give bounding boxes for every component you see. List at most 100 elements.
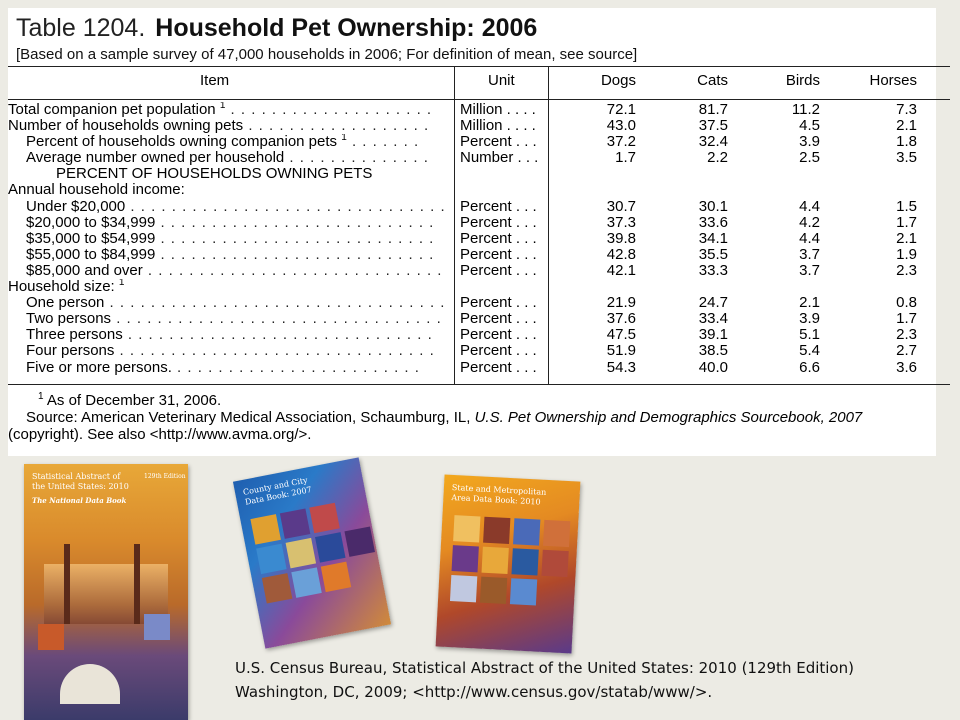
footnote: 1 As of December 31, 2006. <box>38 391 862 410</box>
county-city-data-book-cover: County and City Data Book: 2007 <box>232 457 392 649</box>
column-divider <box>454 66 455 384</box>
cover-tile <box>543 519 571 548</box>
table-row: Five or more persons. . . . . . . . . . … <box>8 358 918 376</box>
row-label-text: Household size: <box>8 279 115 296</box>
cover-tile <box>250 514 281 545</box>
cats-value: 38.5 <box>698 342 728 360</box>
cover-tile <box>144 614 170 640</box>
table-row: Four persons . . . . . . . . . . . . . .… <box>8 343 918 359</box>
leader-dots: . . . . . . . . . . . . . . . . . . . . … <box>111 311 442 328</box>
row-label-text: $55,000 to $84,999 <box>26 246 156 263</box>
horses-value: 3.6 <box>896 358 917 376</box>
row-unit: Number . . . <box>460 150 539 167</box>
birds-value: 6.6 <box>799 358 820 376</box>
horses-value: 2.7 <box>896 342 917 360</box>
row-label: Average number owned per household . . .… <box>26 150 454 166</box>
leader-dots: . . . . . . . <box>346 134 420 151</box>
horses-value: 2.3 <box>896 326 917 344</box>
cover-tile <box>291 567 322 598</box>
row-label-text: Annual household income: <box>8 182 185 199</box>
dogs-value: 47.5 <box>606 326 636 344</box>
horses-value: 0.8 <box>896 294 917 312</box>
cover-tile <box>320 561 352 593</box>
source-note: Source: American Veterinary Medical Asso… <box>26 409 862 426</box>
book1-title: Statistical Abstract of the United State… <box>32 472 129 491</box>
header-horses: Horses <box>869 72 917 89</box>
row-unit: Percent . . . <box>460 295 537 312</box>
cover-tile <box>256 543 287 575</box>
row-unit: Percent . . . <box>460 230 537 247</box>
book1-edition: 129th Edition <box>144 473 186 480</box>
cats-value: 30.1 <box>698 197 728 215</box>
row-footnote-marker: 1 <box>219 102 226 111</box>
cover-tile <box>453 515 481 543</box>
birds-value: 11.2 <box>791 101 820 118</box>
row-unit: Percent . . . <box>460 262 537 279</box>
cover-tile <box>344 526 375 557</box>
horses-value: 1.9 <box>896 245 917 263</box>
row-label: Household size: 1 <box>8 279 454 295</box>
row-label-text: Five or more persons. <box>26 359 172 376</box>
table-row: One person . . . . . . . . . . . . . . .… <box>8 295 918 311</box>
birds-value: 3.9 <box>799 133 820 151</box>
cats-value: 2.2 <box>707 149 728 167</box>
statistical-abstract-cover: Statistical Abstract of the United State… <box>24 464 188 720</box>
footnote-marker: 1 <box>38 391 44 402</box>
cover-tile <box>509 578 538 606</box>
capitol-image <box>60 664 120 704</box>
row-label-text: Two persons <box>26 311 112 328</box>
header-cats: Cats <box>697 72 728 89</box>
cover-tile <box>483 516 511 545</box>
row-label-text: Average number owned per household <box>26 150 285 167</box>
horses-value: 1.7 <box>896 310 917 328</box>
birds-value: 2.5 <box>799 149 820 167</box>
book1-subtitle: The National Data Book <box>32 496 127 505</box>
leader-dots: . . . . . . . . . . . . . . <box>284 150 429 167</box>
row-unit: Percent . . . <box>460 327 537 344</box>
header-dogs: Dogs <box>600 72 636 89</box>
table-title-text: Household Pet Ownership: 2006 <box>155 14 538 42</box>
row-label: PERCENT OF HOUSEHOLDS OWNING PETS <box>56 166 502 182</box>
row-label-text: Total companion pet population <box>8 102 216 118</box>
dogs-value: 1.7 <box>615 149 636 167</box>
birds-value: 2.1 <box>799 294 820 312</box>
row-label: Five or more persons. . . . . . . . . . … <box>26 360 454 376</box>
table-row: Total companion pet population 1 . . . .… <box>8 102 918 118</box>
row-label: Percent of households owning companion p… <box>26 134 454 150</box>
leader-dots: . . . . . . . . . . . . . . . . . . . . … <box>122 327 433 344</box>
row-label: Three persons . . . . . . . . . . . . . … <box>26 327 454 343</box>
cover-tile <box>315 532 346 563</box>
header-unit: Unit <box>488 72 515 89</box>
rule-top <box>8 66 950 67</box>
row-label: One person . . . . . . . . . . . . . . .… <box>26 295 454 311</box>
cover-tile <box>449 575 478 603</box>
row-label: Annual household income: <box>8 182 454 198</box>
row-unit: Million . . . . <box>460 102 536 118</box>
table-row: $35,000 to $54,999 . . . . . . . . . . .… <box>8 229 918 247</box>
rule-bottom <box>8 384 950 385</box>
horses-value: 1.5 <box>896 197 917 215</box>
cover-tile <box>309 502 340 534</box>
horses-value: 1.8 <box>896 133 917 151</box>
cats-value: 81.7 <box>698 101 728 118</box>
figure-caption: U.S. Census Bureau, Statistical Abstract… <box>235 659 854 701</box>
leader-dots: . . . . . . . . . . . . . . . . . . . . … <box>155 230 435 247</box>
cats-value: 34.1 <box>698 229 728 247</box>
book2-title: County and City Data Book: 2007 <box>242 475 313 507</box>
header-item: Item <box>200 72 230 89</box>
leader-dots: . . . . . . . . . . . . . . . . . . . . … <box>155 246 435 263</box>
table-panel: Table 1204. Household Pet Ownership: 200… <box>8 8 936 456</box>
leader-dots: . . . . . . . . . . . . . . . . . . <box>243 118 430 135</box>
table-row: Household size: 1 <box>8 279 918 295</box>
table-row: $20,000 to $34,999 . . . . . . . . . . .… <box>8 214 918 231</box>
leader-dots: . . . . . . . . . . . . . . . . . . . . … <box>125 198 446 215</box>
row-label-text: PERCENT OF HOUSEHOLDS OWNING PETS <box>56 166 373 183</box>
source-title: U.S. Pet Ownership and Demographics Sour… <box>474 409 863 426</box>
book3-title: State and Metropolitan Area Data Book: 2… <box>451 482 547 507</box>
horses-value: 2.1 <box>896 229 917 247</box>
row-label: Number of households owning pets . . . .… <box>8 118 454 134</box>
dogs-value: 37.2 <box>606 133 636 151</box>
bridge-tower <box>64 544 70 624</box>
row-label-text: Under $20,000 <box>26 198 126 215</box>
source-prefix: Source: American Veterinary Medical Asso… <box>26 409 475 426</box>
